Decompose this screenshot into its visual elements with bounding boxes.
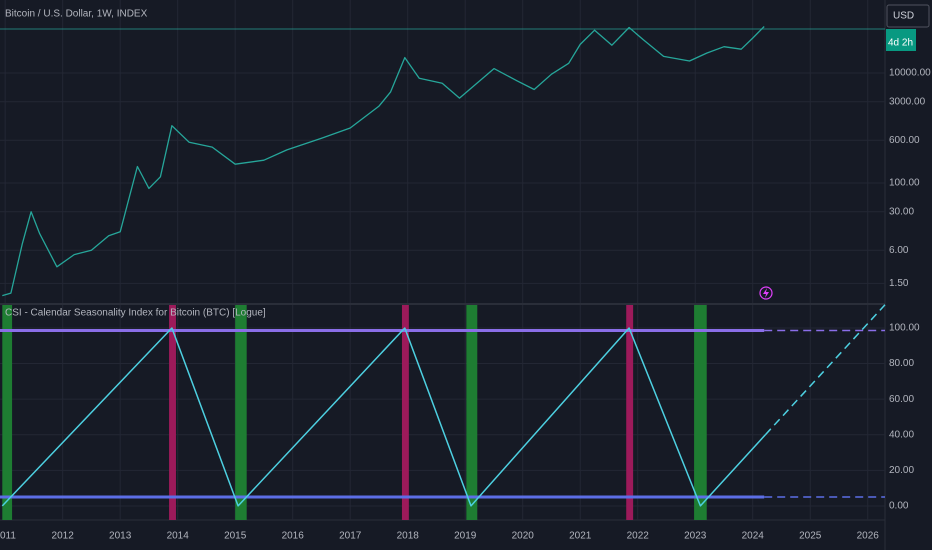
y-tick-label: 20.00 [889, 465, 914, 476]
price-label-box [886, 29, 916, 51]
y-tick-label: 6.00 [889, 245, 909, 256]
series-line [764, 304, 886, 436]
y-tick-label: 100.00 [889, 178, 920, 189]
y-tick-label: 0.00 [889, 501, 909, 512]
y-tick-label: 40.00 [889, 429, 914, 440]
y-tick-label: 1.50 [889, 278, 909, 289]
x-tick-label: 2021 [569, 531, 592, 542]
signal-band [2, 305, 13, 520]
series-line [2, 26, 765, 297]
x-tick-label: 2019 [454, 531, 477, 542]
countdown: 4d 2h [888, 38, 913, 49]
currency-label: USD [893, 11, 914, 22]
x-tick-label: 2026 [857, 531, 880, 542]
x-tick-label: 2024 [742, 531, 765, 542]
y-tick-label: 60.00 [889, 394, 914, 405]
y-tick-label: 10000.00 [889, 68, 931, 79]
y-tick-label: 80.00 [889, 358, 914, 369]
x-tick-label: 2011 [0, 531, 16, 542]
signal-band [401, 305, 409, 520]
y-tick-label: 600.00 [889, 135, 920, 146]
currency-button[interactable] [886, 4, 930, 28]
signal-band [626, 305, 634, 520]
x-tick-label: 2015 [224, 531, 247, 542]
y-tick-label: 100.00 [889, 323, 920, 334]
x-tick-label: 2016 [282, 531, 305, 542]
signal-band [466, 305, 478, 520]
x-tick-label: 2017 [339, 531, 362, 542]
signal-band [694, 305, 707, 520]
x-tick-label: 2020 [512, 531, 535, 542]
x-tick-label: 2014 [167, 531, 190, 542]
series-line [1, 327, 766, 507]
signal-band [235, 305, 247, 520]
x-tick-label: 2018 [397, 531, 420, 542]
y-tick-label: 30.00 [889, 206, 914, 217]
x-tick-label: 2023 [684, 531, 707, 542]
symbol-title: Bitcoin / U.S. Dollar, 1W, INDEX [5, 9, 148, 20]
signal-band [169, 305, 176, 520]
chart-layer [0, 0, 886, 520]
indicator-title: CSI - Calendar Seasonality Index for Bit… [5, 308, 266, 319]
x-tick-label: 2025 [799, 531, 822, 542]
x-tick-label: 2022 [627, 531, 650, 542]
x-tick-label: 2012 [52, 531, 75, 542]
x-tick-label: 2013 [109, 531, 132, 542]
lightning-icon[interactable] [759, 286, 773, 300]
y-tick-label: 3000.00 [889, 96, 926, 107]
